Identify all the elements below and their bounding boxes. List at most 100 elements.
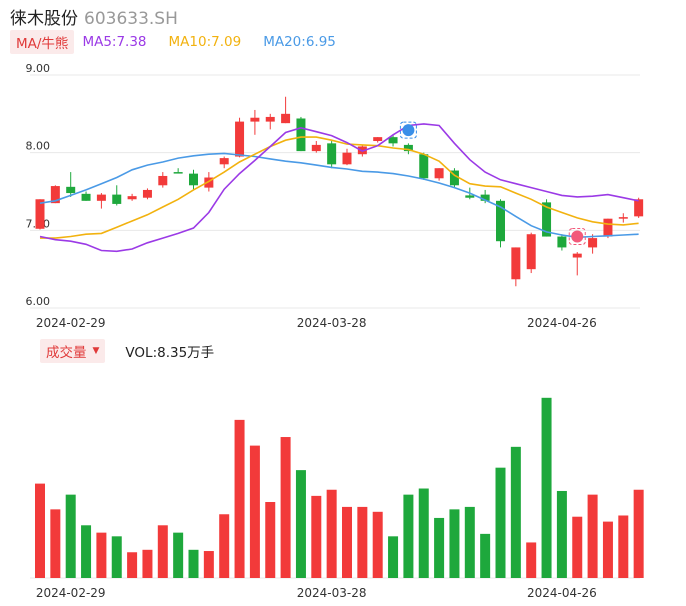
price-axis-tick-label: 9.00 — [26, 62, 51, 75]
candle-body — [66, 186, 76, 194]
volume-bar — [142, 549, 153, 578]
volume-bar — [326, 489, 337, 578]
candle-body — [189, 173, 198, 186]
event-marker-icon-dot — [571, 230, 584, 243]
caret-down-icon: ▼ — [92, 346, 100, 356]
candle-body — [603, 218, 613, 237]
candle-body — [449, 170, 459, 186]
volume-bar — [65, 494, 76, 578]
candle-body — [496, 200, 505, 242]
stock-title: 徕木股份 603633.SH — [10, 4, 178, 29]
event-marker-icon-frame — [399, 121, 417, 139]
candle-body — [173, 172, 183, 174]
candle-body — [127, 196, 137, 200]
volume-date-tick-label: 2024-03-28 — [297, 586, 367, 600]
candle-body — [250, 117, 260, 122]
event-marker-icon-dot — [402, 124, 415, 137]
volume-bar — [295, 470, 306, 578]
candle-body — [204, 177, 214, 188]
stock-name: 徕木股份 — [10, 9, 78, 29]
volume-tag-label: 成交量 — [46, 345, 87, 361]
volume-bar — [173, 532, 184, 578]
candle-body — [112, 194, 122, 204]
volume-value: VOL:8.35万手 — [125, 345, 215, 361]
volume-bar — [249, 445, 260, 578]
volume-bar — [342, 506, 352, 578]
event-marker-icon — [399, 121, 417, 139]
candle-body — [634, 199, 644, 217]
candle-body — [618, 217, 628, 219]
candle-body — [526, 234, 536, 270]
volume-bar — [633, 489, 644, 578]
volume-bar — [188, 549, 199, 578]
volume-bar — [495, 467, 506, 578]
candle-body — [219, 158, 229, 165]
candle-body — [434, 168, 444, 179]
volume-bar — [81, 525, 92, 578]
ma20-label: MA20:6.95 — [263, 34, 336, 50]
volume-bar — [357, 506, 368, 578]
volume-bar — [280, 437, 291, 578]
price-axis-tick-label: 8.00 — [26, 140, 51, 153]
ma-indicator-selector[interactable]: MA/牛熊 — [10, 30, 75, 54]
candle-body — [588, 238, 598, 248]
volume-indicator-selector[interactable]: 成交量 ▼ — [40, 339, 106, 363]
ma5-label: MA5:7.38 — [82, 34, 147, 50]
date-tick-label: 2024-03-28 — [297, 316, 367, 330]
volume-date-tick-label: 2024-02-29 — [36, 586, 106, 600]
volume-bar — [311, 495, 322, 578]
event-marker-icon — [568, 228, 586, 246]
candle-body — [81, 193, 91, 201]
volume-bar — [111, 536, 122, 578]
volume-bar — [127, 552, 138, 578]
candle-body — [296, 118, 306, 152]
volume-bar — [96, 532, 107, 578]
volume-bar — [526, 542, 537, 578]
volume-bar — [541, 397, 552, 578]
volume-bar — [464, 506, 475, 578]
candle-body — [265, 116, 275, 122]
candle-body — [465, 195, 475, 198]
event-marker-icon-frame — [568, 228, 586, 246]
candle-body — [96, 194, 106, 201]
volume-bar — [572, 516, 583, 578]
date-tick-label: 2024-04-26 — [527, 316, 597, 330]
volume-legend: 成交量 ▼ VOL:8.35万手 — [40, 339, 215, 363]
candle-body — [35, 199, 45, 229]
candle-body — [511, 247, 521, 280]
price-axis-tick-label: 6.00 — [26, 295, 51, 308]
ma10-label: MA10:7.09 — [168, 34, 242, 50]
volume-bar — [203, 551, 214, 578]
volume-bar — [388, 536, 399, 578]
candle-body — [419, 154, 429, 179]
volume-bar — [480, 533, 491, 578]
candle-body — [281, 113, 291, 124]
candle-body — [480, 194, 490, 201]
volume-bar — [219, 514, 230, 578]
candle-body — [557, 236, 567, 248]
candle-body — [142, 189, 152, 198]
candle-body — [388, 137, 398, 144]
volume-bar — [556, 490, 567, 578]
candle-body — [158, 175, 168, 186]
volume-bar — [602, 521, 613, 578]
volume-bar — [587, 494, 598, 578]
volume-bar — [265, 502, 276, 578]
volume-date-tick-label: 2024-04-26 — [527, 586, 597, 600]
candle-body — [542, 202, 552, 237]
volume-bar — [510, 446, 521, 578]
volume-bar — [418, 488, 429, 578]
ma5-line — [39, 123, 639, 253]
volume-bar — [449, 509, 460, 578]
ma-legend: MA/牛熊 MA5:7.38 MA10:7.09 MA20:6.95 — [10, 30, 358, 54]
ma20-line — [39, 152, 639, 239]
volume-bar — [234, 419, 245, 578]
candle-body — [235, 121, 245, 157]
date-tick-label: 2024-02-29 — [36, 316, 106, 330]
volume-bar — [372, 511, 383, 578]
candle-body — [327, 143, 337, 165]
candle-body — [311, 144, 321, 152]
candle-body — [572, 253, 582, 258]
candle-body — [403, 144, 413, 152]
